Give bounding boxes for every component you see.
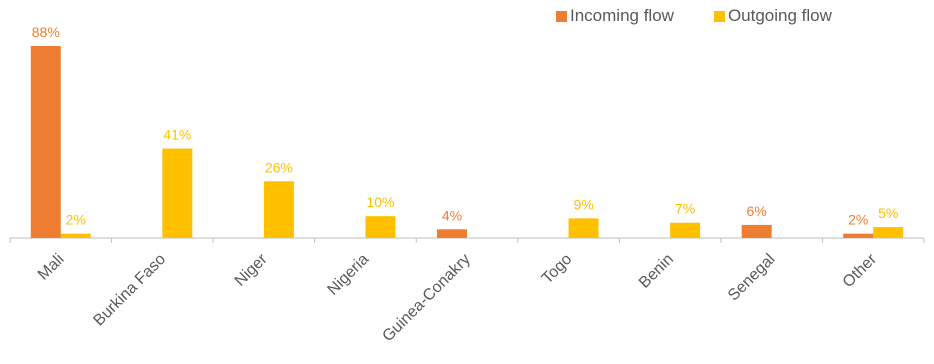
bar-incoming: [741, 224, 772, 238]
legend-item-incoming: Incoming flow: [556, 6, 674, 26]
bar-outgoing: [162, 148, 193, 238]
data-label-outgoing: 10%: [366, 194, 394, 210]
legend-label-incoming: Incoming flow: [570, 6, 674, 25]
legend-item-outgoing: Outgoing flow: [713, 6, 832, 26]
bar-outgoing: [873, 227, 904, 238]
bar-outgoing: [568, 218, 599, 238]
data-label-outgoing: 26%: [265, 159, 293, 175]
legend-swatch-outgoing: [713, 10, 725, 22]
x-tick-label: Mali: [35, 251, 68, 284]
data-label-outgoing: 7%: [675, 201, 695, 217]
legend-swatch-incoming: [556, 10, 567, 22]
bar-incoming: [30, 46, 61, 238]
x-tick-label: Nigeria: [324, 251, 372, 299]
data-label-outgoing: 2%: [66, 212, 86, 228]
bar-incoming: [437, 229, 467, 238]
data-label-incoming: 4%: [442, 207, 462, 223]
x-tick-label: Burkina Faso: [90, 251, 169, 330]
bar-outgoing: [263, 181, 294, 238]
legend: Incoming flow Outgoing flow: [556, 6, 832, 26]
x-tick-label: Other: [840, 250, 881, 291]
data-label-incoming: 6%: [747, 203, 767, 219]
data-label-outgoing: 9%: [573, 196, 593, 212]
data-label-incoming: 88%: [32, 24, 60, 40]
x-tick-label: Guinea-Conakry: [379, 251, 473, 345]
x-tick-label: Niger: [232, 250, 272, 290]
x-tick-label: Togo: [539, 251, 576, 288]
x-tick-label: Benin: [636, 251, 677, 292]
x-tick-label: Senegal: [725, 251, 779, 305]
bar-incoming: [843, 233, 874, 238]
data-label-outgoing: 5%: [878, 205, 898, 221]
bar-outgoing: [670, 222, 701, 238]
bar-outgoing: [365, 216, 396, 238]
data-label-outgoing: 41%: [163, 127, 191, 143]
bar-outgoing: [60, 233, 91, 238]
data-label-incoming: 2%: [848, 212, 868, 228]
legend-label-outgoing: Outgoing flow: [727, 6, 832, 25]
